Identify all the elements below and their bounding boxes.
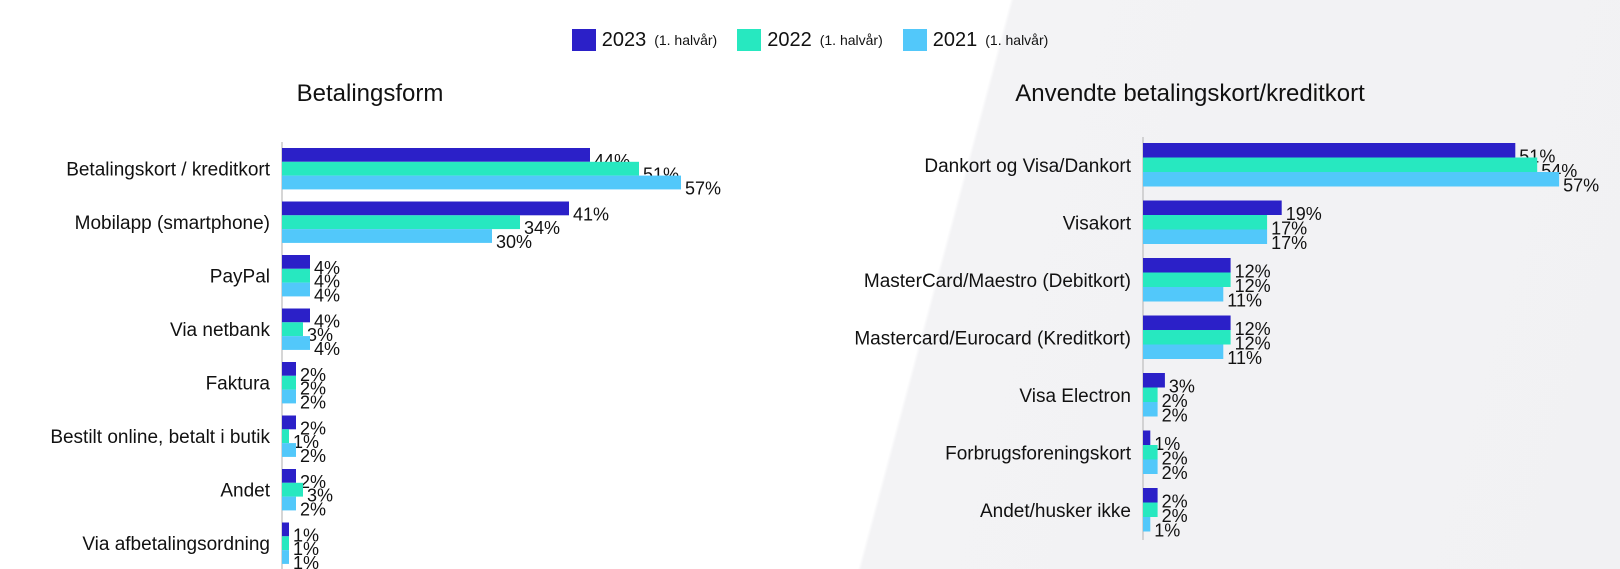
bar-paypal-2 [282,282,310,297]
data-label-paypal-2: 4% [314,285,340,305]
legend-item-2021: 2021 (1. halvår) [902,28,1049,52]
category-label-via-afbetalingsordning: Via afbetalingsordning [82,534,270,555]
data-label-faktura-1: 2% [300,379,326,399]
legend-note: (1. halvår) [985,32,1049,48]
bar-mobilapp-smartphone-2 [282,229,492,243]
category-label-via-netbank: Via netbank [170,320,271,341]
data-label-via-afbetalingsordning-1: 1% [293,539,319,559]
legend: 2023 (1. halvår) 2022 (1. halvår) 2021 (… [0,26,1620,54]
legend-swatch-2021 [902,29,927,51]
bar-faktura-2 [282,389,296,404]
bar-bestilt-online-betalt-i-butik-1 [282,429,289,444]
bar-bestilt-online-betalt-i-butik-2 [282,443,296,457]
data-label-bestilt-online-betalt-i-butik-2: 2% [300,446,326,466]
data-label-via-afbetalingsordning-2: 1% [293,553,319,569]
bar-via-netbank-1 [282,322,303,337]
data-label-via-netbank-0: 4% [314,311,340,331]
bar-faktura-1 [282,375,296,390]
category-label-faktura: Faktura [206,374,271,395]
legend-year: 2021 [932,28,978,51]
data-label-mobilapp-smartphone-2: 30% [496,232,532,252]
bar-via-afbetalingsordning-0 [282,522,289,537]
bar-betalingskort-kreditkort-1 [282,161,639,176]
bar-mobilapp-smartphone-0 [282,201,569,216]
bar-via-afbetalingsordning-1 [282,536,289,551]
data-label-andet-0: 2% [300,472,326,492]
bar-via-afbetalingsordning-2 [282,550,289,564]
bar-andet-2 [282,496,296,511]
legend-item-2023: 2023 (1. halvår) [571,28,718,52]
data-label-via-netbank-2: 4% [314,339,340,359]
category-label-andet: Andet [220,481,270,502]
data-label-via-netbank-1: 3% [307,325,333,345]
data-label-faktura-2: 2% [300,392,326,412]
bar-faktura-0 [282,362,296,376]
data-label-andet-2: 2% [300,499,326,519]
bar-bestilt-online-betalt-i-butik-0 [282,415,296,430]
bar-via-netbank-0 [282,308,310,323]
legend-year: 2022 [767,28,812,51]
data-label-paypal-1: 4% [314,272,340,292]
bar-andet-0 [282,469,296,483]
bar-paypal-0 [282,255,310,269]
legend-note: (1. halvår) [819,32,883,48]
chart-title-betalingskort: Anvendte betalingskort/kreditkort [1015,80,1365,107]
legend-note: (1. halvår) [654,32,718,48]
legend-year: 2023 [601,28,647,51]
bar-betalingskort-kreditkort-2 [282,175,681,190]
legend-swatch-2022 [737,29,762,51]
bar-mobilapp-smartphone-1 [282,215,520,230]
data-label-faktura-0: 2% [300,365,326,385]
category-label-betalingskort-kreditkort: Betalingskort / kreditkort [66,160,271,181]
legend-swatch-2023 [571,29,596,51]
data-label-andet-1: 3% [307,486,333,506]
category-label-mobilapp-smartphone: Mobilapp (smartphone) [75,213,270,234]
bar-andet-1 [282,482,303,497]
data-label-betalingskort-kreditkort-2: 57% [685,178,721,198]
bar-paypal-1 [282,268,310,283]
data-label-bestilt-online-betalt-i-butik-1: 1% [293,432,319,452]
data-label-mobilapp-smartphone-1: 34% [524,218,560,238]
bar-betalingskort-kreditkort-0 [282,148,590,162]
data-label-paypal-0: 4% [314,258,340,278]
data-label-mobilapp-smartphone-0: 41% [573,204,609,224]
data-label-via-afbetalingsordning-0: 1% [293,525,319,545]
chart-title-betalingsform: Betalingsform [296,80,444,107]
category-label-paypal: PayPal [210,267,270,288]
legend-item-2022: 2022 (1. halvår) [737,29,883,52]
bar-via-netbank-2 [282,336,310,350]
data-label-bestilt-online-betalt-i-butik-0: 2% [300,418,326,438]
category-label-bestilt-online-betalt-i-butik: Bestilt online, betalt i butik [50,427,270,448]
